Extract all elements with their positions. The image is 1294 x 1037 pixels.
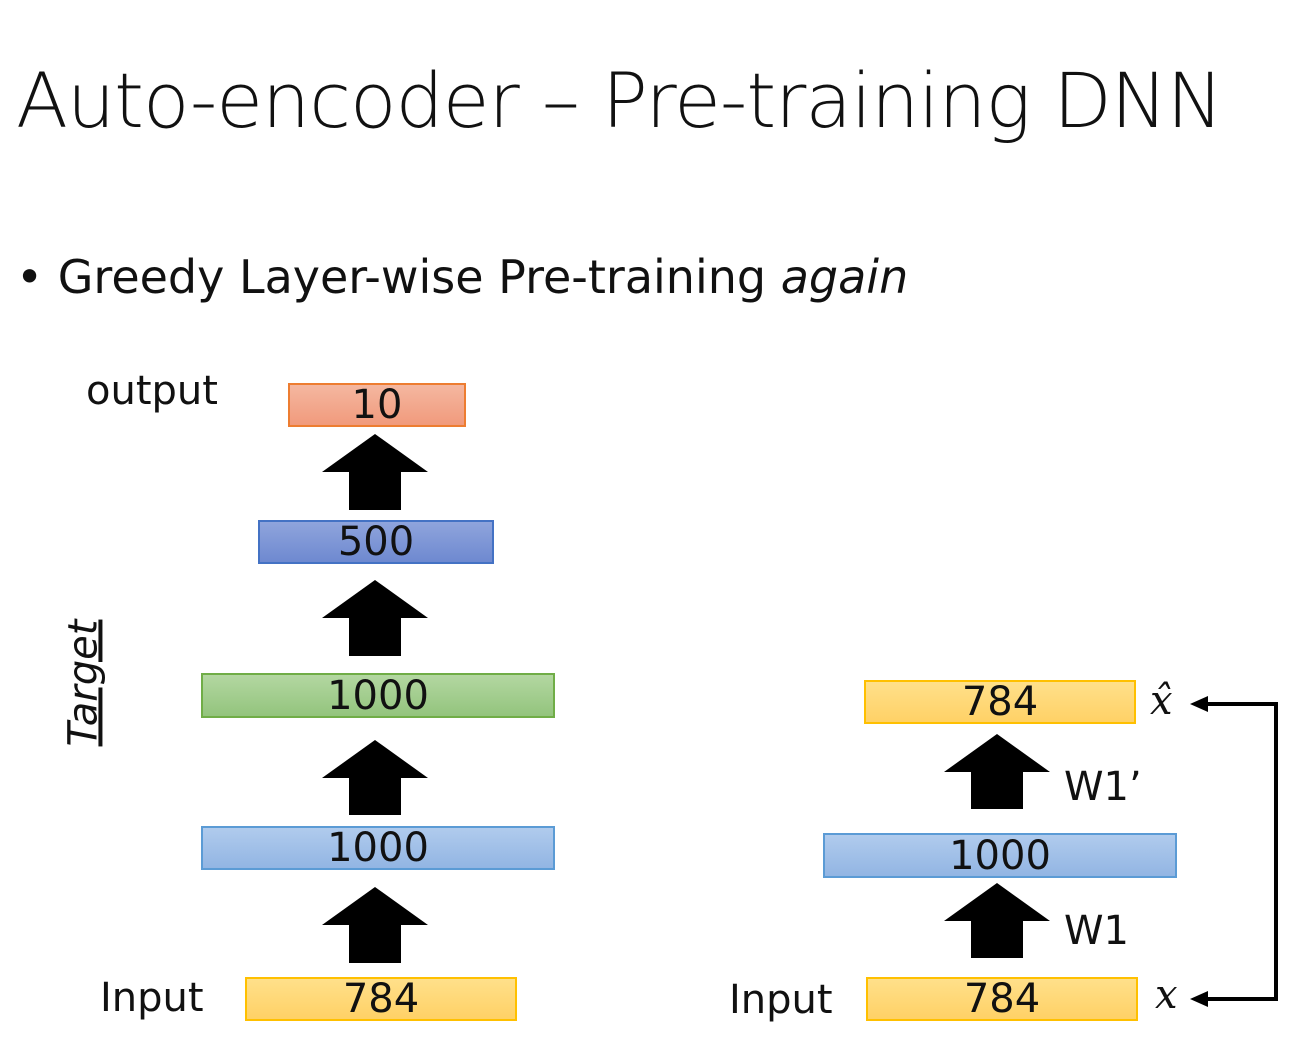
output-label: output: [86, 368, 218, 414]
x-hat: x̂: [1150, 678, 1173, 724]
arrowheads: [1190, 696, 1208, 1007]
layer-box: 500: [258, 519, 494, 565]
layer-box: 1000: [201, 673, 555, 719]
arrow-group: [322, 434, 1050, 963]
layer-box: 1000: [823, 833, 1177, 879]
x: x: [1155, 972, 1178, 1018]
bullet: • Greedy Layer-wise Pre-training again: [16, 250, 909, 304]
layer-box: 784: [245, 976, 517, 1022]
weight-label: W1: [1064, 908, 1129, 954]
layer-box: 784: [864, 679, 1136, 725]
bullet-text: Greedy Layer-wise Pre-training: [57, 250, 781, 304]
input-label: Input: [729, 977, 833, 1023]
layer-box: 1000: [201, 825, 555, 871]
bullet-emphasis: again: [780, 250, 909, 304]
weight-label: W1’: [1064, 764, 1142, 810]
input-label: Input: [100, 975, 204, 1021]
connector: [1200, 702, 1278, 1001]
layer-box: 10: [288, 382, 466, 428]
layer-box: 784: [866, 976, 1138, 1022]
title: Auto-encoder – Pre-training DNN: [16, 56, 1223, 145]
